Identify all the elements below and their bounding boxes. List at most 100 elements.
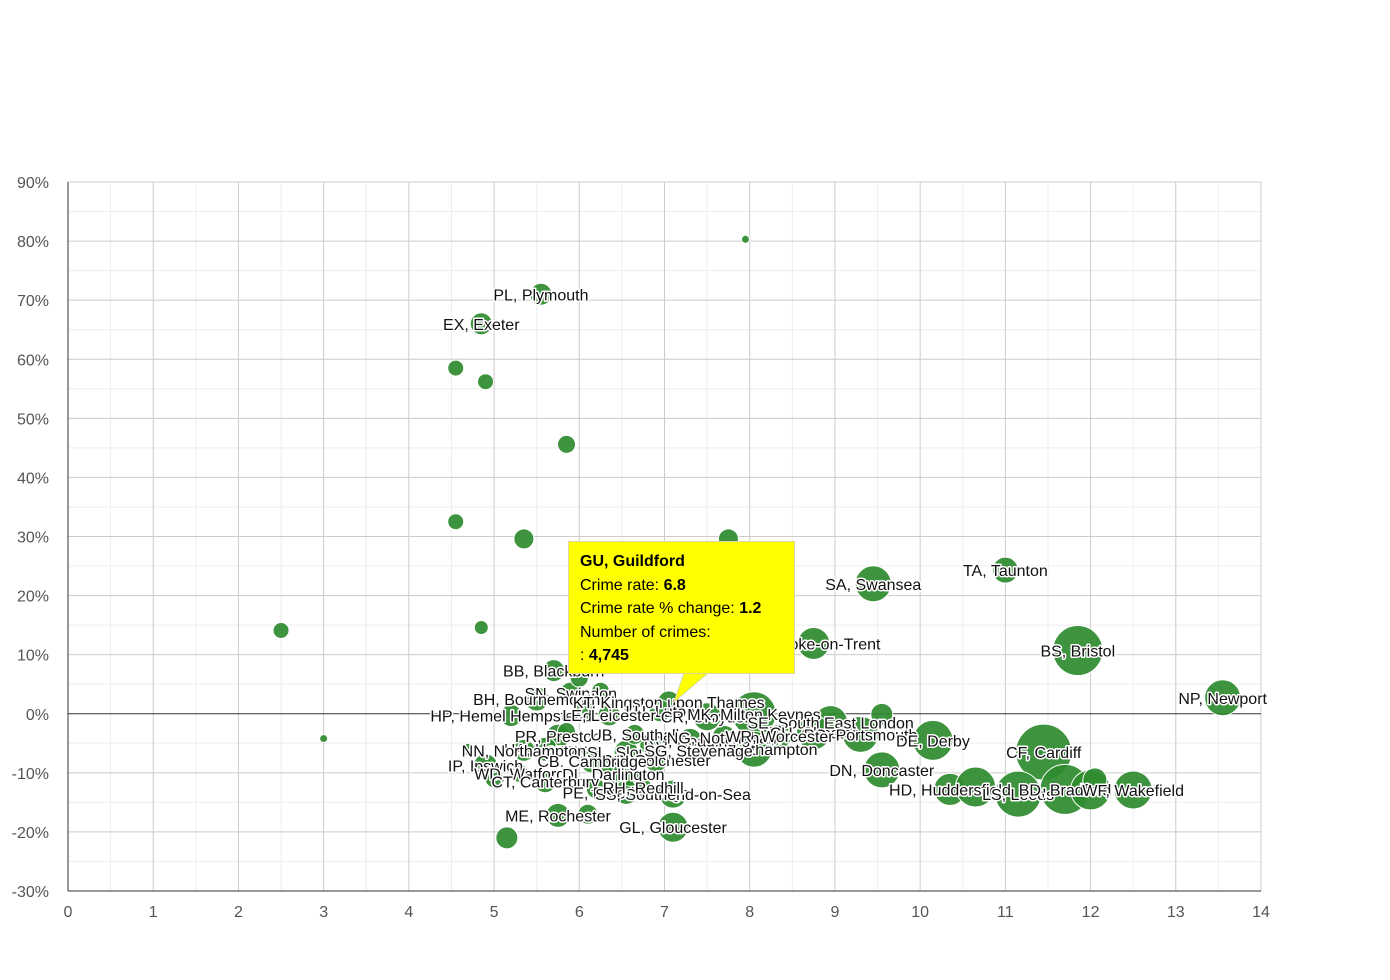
bubble-label-halo: LU, Luton xyxy=(626,704,695,721)
bubble xyxy=(1082,767,1108,793)
bubble-label: TA, Taunton xyxy=(963,563,1048,580)
bubble-label: WD, Watford xyxy=(474,766,565,783)
bubble-label-halo: DL, Darlington xyxy=(562,767,664,784)
tooltip-crime-rate-change-label: Crime rate % change: xyxy=(580,600,740,617)
bubble-label-halo: GL, Gloucester xyxy=(619,820,727,837)
bubble-label-halo: SE, South East London xyxy=(747,716,913,733)
bubble xyxy=(870,702,894,726)
bubble-label: PL, Plymouth xyxy=(493,287,588,304)
bubble-label: ME, Rochester xyxy=(505,808,611,825)
bubble xyxy=(529,282,553,306)
bubble xyxy=(473,619,489,635)
bubble-label: PR, Preston xyxy=(515,729,601,746)
x-tick-label: 14 xyxy=(1252,904,1270,921)
bubble-label-halo: CO, Colchester xyxy=(601,753,711,770)
bubble-label-halo: RG, Reading xyxy=(644,733,737,750)
bubble xyxy=(735,730,773,768)
bubble xyxy=(619,765,641,787)
y-tick-label: 80% xyxy=(17,234,49,251)
bubble xyxy=(495,826,519,850)
bubble xyxy=(533,770,557,794)
bubble-label: WF, Wakefield xyxy=(1082,783,1184,800)
bubble-label-halo: NP, Newport xyxy=(1178,691,1267,708)
bubble xyxy=(594,753,616,775)
bubble-label: KT, Kingston upon Thames xyxy=(573,695,765,712)
bubble xyxy=(854,565,892,603)
bubble xyxy=(447,359,465,377)
bubble xyxy=(591,681,611,701)
bubble-label-halo: PE, Peterborough xyxy=(563,785,690,802)
bubble xyxy=(1052,625,1104,677)
bubble-label-halo: TA, Taunton xyxy=(963,563,1048,580)
bubble xyxy=(462,742,476,756)
bubble-label: WR, Worcester xyxy=(725,729,834,746)
bubble xyxy=(912,719,954,761)
bubble-label: CT, Canterbury xyxy=(491,775,599,792)
bubble-label-halo: WR, Worcester xyxy=(725,729,834,746)
bubble-label: DN, Doncaster xyxy=(829,763,935,780)
x-tick-label: 1 xyxy=(149,904,158,921)
bubble-label-halo: HP, Hemel Hempstead xyxy=(430,709,592,726)
y-tick-label: 40% xyxy=(17,470,49,487)
bubble xyxy=(633,778,653,798)
bubble-label: SE, South East London xyxy=(747,716,913,733)
y-tick-label: 30% xyxy=(17,530,49,547)
tooltip: GU, Guildford Crime rate: 6.8 Crime rate… xyxy=(568,541,795,674)
bubble-label-halo: SO, Southampton xyxy=(690,742,817,759)
bubble xyxy=(524,686,550,712)
x-tick-label: 2 xyxy=(234,904,243,921)
y-tick-label: 10% xyxy=(17,648,49,665)
x-tick-label: 13 xyxy=(1167,904,1185,921)
bubble-label-halo: HA, Harrow xyxy=(504,742,587,759)
bubble xyxy=(484,769,504,789)
bubble-label: MK, Milton Keynes xyxy=(687,707,820,724)
y-tick-label: -20% xyxy=(12,825,49,842)
bubble-label-halo: WD, Watford xyxy=(474,766,565,783)
bubble-label-halo: CR, Croydon xyxy=(661,710,753,727)
bubble xyxy=(512,738,536,762)
bubble xyxy=(1113,770,1153,810)
bubble xyxy=(513,528,535,550)
y-tick-label: 50% xyxy=(17,411,49,428)
x-tick-label: 8 xyxy=(745,904,754,921)
bubble-label: CB, Cambridge xyxy=(537,754,646,771)
bubble xyxy=(447,513,465,531)
bubble-label: IP, Ipswich xyxy=(448,759,523,776)
bubble xyxy=(955,766,997,808)
bubble xyxy=(711,724,737,750)
bubble-label-halo: LS, Leeds xyxy=(982,787,1054,804)
bubble xyxy=(657,811,689,843)
bubble-label: LE, Leicester xyxy=(562,708,656,725)
bubble xyxy=(557,721,577,741)
bubble xyxy=(687,738,711,762)
bubble-label: CR, Croydon xyxy=(661,710,753,727)
axes xyxy=(67,182,1261,892)
bubble xyxy=(841,715,879,753)
bubble-label-halo: CT, Canterbury xyxy=(491,775,599,792)
bubble-label-halo: BD, Bradford xyxy=(1019,782,1111,799)
bubble-label: BD, Bradford xyxy=(1019,782,1111,799)
bubble xyxy=(272,621,290,639)
tooltip-crime-rate-label: Crime rate: xyxy=(580,576,664,594)
tooltip-crime-rate-value: 6.8 xyxy=(663,576,686,594)
tooltip-number-of-crimes-label: Number of crimes: xyxy=(580,623,711,641)
bubble xyxy=(740,234,750,244)
bubble-label: NP, Newport xyxy=(1178,691,1267,708)
bubble-label-halo: BH, Bournemouth xyxy=(473,692,600,709)
bubble-label: PE, Peterborough xyxy=(563,785,690,802)
bubble-label-halo: SS, Southend-on-Sea xyxy=(595,787,751,804)
x-tick-label: 4 xyxy=(404,904,413,921)
bubble-label: PO, Portsmouth xyxy=(804,727,918,744)
bubble-label-halo: SG, Stevenage xyxy=(644,743,753,760)
bubble-label: SO, Southampton xyxy=(690,742,817,759)
bubble-label: SA, Swansea xyxy=(825,577,921,594)
bubble xyxy=(797,626,831,660)
tooltip-number-of-crimes-prefix: : xyxy=(580,647,589,664)
bubble xyxy=(658,779,688,809)
bubble xyxy=(796,715,832,751)
bubble-label: SG, Stevenage xyxy=(644,743,753,760)
bubble-label: SS, Southend-on-Sea xyxy=(595,787,751,804)
y-tick-label: 60% xyxy=(17,352,49,369)
bubble xyxy=(863,751,901,789)
